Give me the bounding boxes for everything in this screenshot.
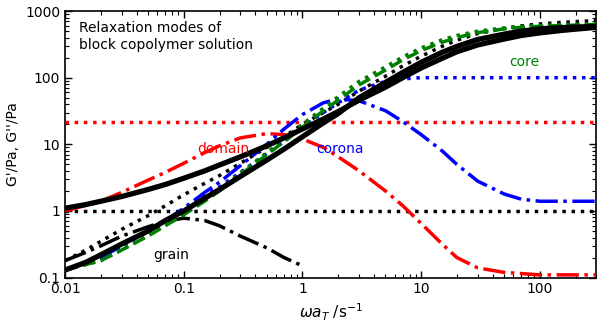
- Text: Relaxation modes of
block copolymer solution: Relaxation modes of block copolymer solu…: [79, 21, 253, 52]
- Text: corona: corona: [316, 142, 364, 156]
- Text: core: core: [509, 55, 539, 69]
- Y-axis label: G'/Pa, G''/Pa: G'/Pa, G''/Pa: [5, 102, 19, 186]
- X-axis label: $\omega a_T$ /s$^{-1}$: $\omega a_T$ /s$^{-1}$: [299, 302, 362, 323]
- Text: grain: grain: [153, 248, 189, 262]
- Text: domain: domain: [197, 142, 249, 156]
